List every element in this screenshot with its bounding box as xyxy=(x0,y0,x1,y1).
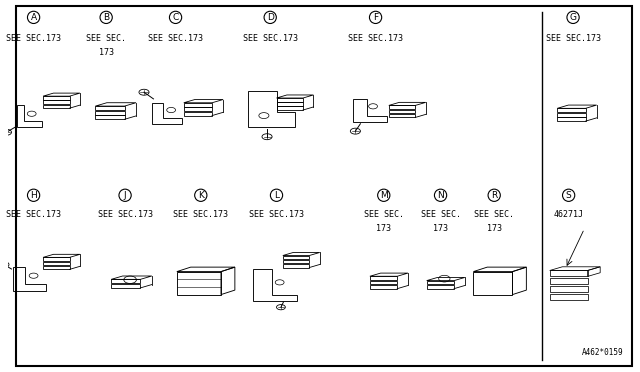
Text: SEE SEC.173: SEE SEC.173 xyxy=(545,34,600,43)
Text: 173: 173 xyxy=(99,48,114,57)
Text: SEE SEC.173: SEE SEC.173 xyxy=(97,210,152,219)
Text: F: F xyxy=(373,13,378,22)
Text: SEE SEC.173: SEE SEC.173 xyxy=(173,210,228,219)
Text: 173: 173 xyxy=(433,224,448,233)
Text: SEE SEC.: SEE SEC. xyxy=(364,210,404,219)
Text: SEE SEC.: SEE SEC. xyxy=(420,210,461,219)
Text: R: R xyxy=(491,191,497,200)
Text: 173: 173 xyxy=(376,224,391,233)
Text: SEE SEC.173: SEE SEC.173 xyxy=(249,210,304,219)
Text: SEE SEC.173: SEE SEC.173 xyxy=(6,210,61,219)
Text: SEE SEC.173: SEE SEC.173 xyxy=(348,34,403,43)
Text: A462*0159: A462*0159 xyxy=(582,348,623,357)
Text: L: L xyxy=(274,191,279,200)
Text: M: M xyxy=(380,191,388,200)
Text: B: B xyxy=(103,13,109,22)
Text: 173: 173 xyxy=(486,224,502,233)
Text: SEE SEC.173: SEE SEC.173 xyxy=(6,34,61,43)
Text: S: S xyxy=(566,191,572,200)
Text: SEE SEC.: SEE SEC. xyxy=(474,210,514,219)
Text: SEE SEC.: SEE SEC. xyxy=(86,34,126,43)
Text: J: J xyxy=(124,191,126,200)
Text: G: G xyxy=(570,13,577,22)
Text: N: N xyxy=(437,191,444,200)
Text: D: D xyxy=(267,13,274,22)
Text: 46271J: 46271J xyxy=(554,210,584,219)
Text: SEE SEC.173: SEE SEC.173 xyxy=(243,34,298,43)
Text: K: K xyxy=(198,191,204,200)
Text: SEE SEC.173: SEE SEC.173 xyxy=(148,34,203,43)
Text: C: C xyxy=(172,13,179,22)
Text: A: A xyxy=(31,13,36,22)
Text: H: H xyxy=(30,191,37,200)
